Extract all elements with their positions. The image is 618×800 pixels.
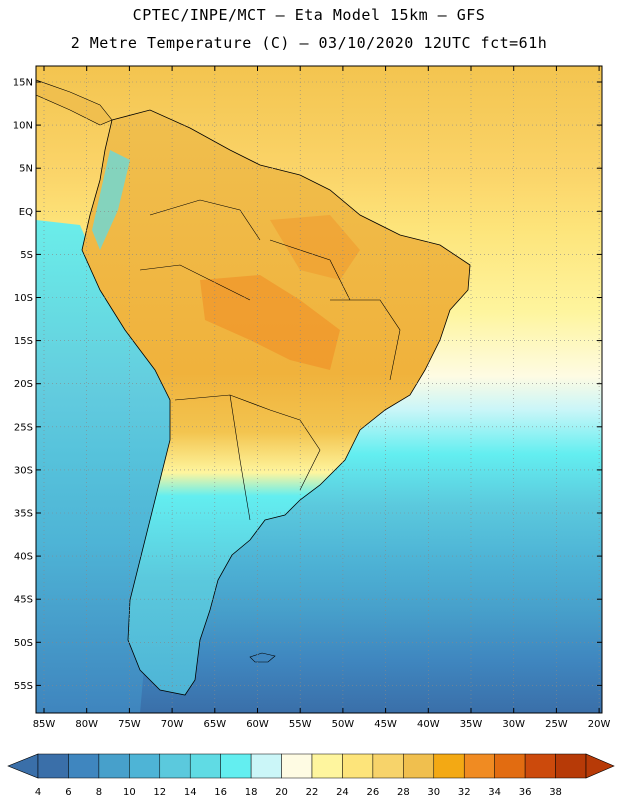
lat-label: 45S — [14, 595, 33, 606]
colorbar-swatch — [250, 753, 282, 779]
colorbar-swatch — [433, 753, 465, 779]
lon-label: 55W — [289, 719, 312, 730]
lon-label: 70W — [161, 719, 184, 730]
lon-label: 85W — [33, 719, 56, 730]
colorbar-swatch — [555, 753, 587, 779]
lat-label: 50S — [14, 638, 33, 649]
lon-label: 75W — [118, 719, 141, 730]
colorbar-label: 6 — [65, 787, 71, 798]
colorbar-swatch — [281, 753, 313, 779]
lat-label: EQ — [19, 207, 33, 218]
colorbar-label: 18 — [245, 787, 258, 798]
colorbar-label: 22 — [306, 787, 319, 798]
lat-label: 35S — [14, 509, 33, 520]
colorbar-swatch — [220, 753, 252, 779]
lat-label: 25S — [14, 422, 33, 433]
lon-label: 50W — [332, 719, 355, 730]
colorbar-swatch — [524, 753, 556, 779]
lat-label: 5N — [19, 164, 33, 175]
colorbar-swatch — [189, 753, 221, 779]
lat-label: 15N — [13, 78, 33, 89]
colorbar-label: 28 — [397, 787, 410, 798]
lon-label: 40W — [417, 719, 440, 730]
colorbar-swatch — [494, 753, 526, 779]
colorbar-swatch — [129, 753, 161, 779]
longitude-labels: 85W 80W 75W 70W 65W 60W 55W 50W 45W 40W 35W 30W 25W 2… — [33, 719, 611, 730]
colorbar-swatch — [68, 753, 100, 779]
lat-label: 30S — [14, 465, 33, 476]
latitude-labels: 15N 10N 5N EQ 5S 10S 15S 20S 25S 30S 35S 40S 45S 50S 5… — [13, 78, 33, 692]
colorbar-label: 38 — [549, 787, 562, 798]
colorbar-label: 8 — [96, 787, 102, 798]
colorbar-swatch — [98, 753, 130, 779]
colorbar-label: 20 — [275, 787, 288, 798]
colorbar-label: 10 — [123, 787, 136, 798]
colorbar-low-arrow — [7, 753, 39, 779]
lon-label: 60W — [246, 719, 269, 730]
colorbar-swatch — [159, 753, 191, 779]
lon-label: 30W — [502, 719, 525, 730]
colorbar-swatch — [463, 753, 495, 779]
lon-label: 35W — [460, 719, 483, 730]
lon-label: 65W — [203, 719, 226, 730]
colorbar-swatch — [311, 753, 343, 779]
lat-label: 10S — [14, 293, 33, 304]
colorbar-label: 16 — [214, 787, 227, 798]
colorbar-label: 24 — [336, 787, 349, 798]
lat-label: 15S — [14, 336, 33, 347]
map-title: CPTEC/INPE/MCT – Eta Model 15km – GFS — [132, 6, 486, 24]
colorbar-label: 30 — [427, 787, 440, 798]
lat-label: 55S — [14, 681, 33, 692]
lon-label: 25W — [545, 719, 568, 730]
lat-label: 40S — [14, 552, 33, 563]
lat-label: 10N — [13, 121, 33, 132]
lat-label: 20S — [14, 379, 33, 390]
colorbar-label: 14 — [184, 787, 197, 798]
colorbar-swatch — [342, 753, 374, 779]
colorbar-label: 12 — [153, 787, 166, 798]
colorbar-swatch — [372, 753, 404, 779]
lon-label: 20W — [588, 719, 611, 730]
lat-label: 5S — [20, 250, 33, 261]
colorbar-swatch — [37, 753, 69, 779]
lon-label: 80W — [75, 719, 98, 730]
colorbar-label: 4 — [35, 787, 41, 798]
colorbar-label: 26 — [367, 787, 380, 798]
colorbar-label: 32 — [458, 787, 471, 798]
lon-label: 45W — [374, 719, 397, 730]
colorbar-swatch — [403, 753, 435, 779]
colorbar-legend: 4 6 8 10 12 14 16 18 20 22 24 26 28 30 32 34 36 38 — [7, 753, 615, 798]
colorbar-label: 34 — [488, 787, 501, 798]
south-america-landmass — [81, 109, 471, 696]
map-subtitle: 2 Metre Temperature (C) – 03/10/2020 12U… — [70, 34, 548, 52]
colorbar-high-arrow — [585, 753, 615, 779]
colorbar-label: 36 — [519, 787, 532, 798]
